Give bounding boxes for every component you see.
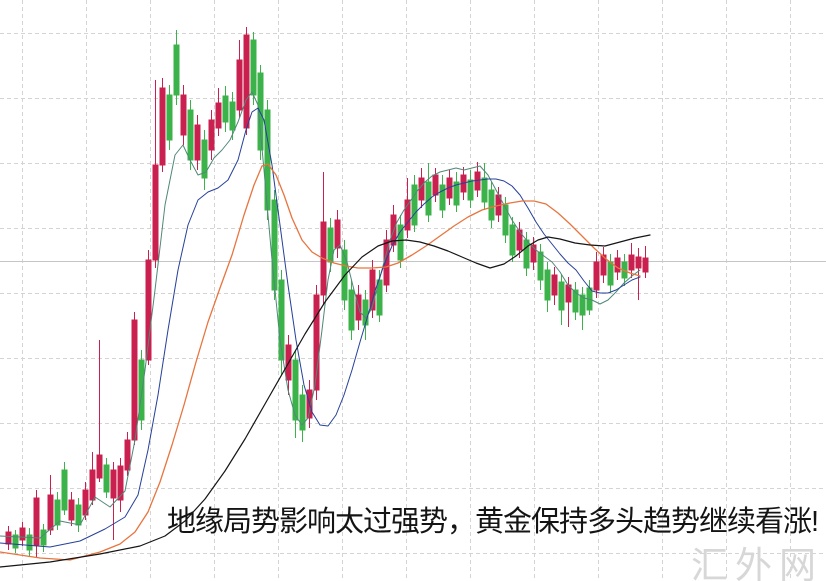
ma-fast-teal-line xyxy=(0,91,641,539)
ma-slow-orange-line xyxy=(0,163,641,561)
watermark: 汇外网 xyxy=(691,545,823,581)
ma-mid-navy-line xyxy=(0,107,641,548)
ma-long-black-line xyxy=(0,234,651,568)
annotation-text: 地缘局势影响太过强势，黄金保持多头趋势继续看涨! xyxy=(167,506,819,538)
candles xyxy=(5,27,649,558)
